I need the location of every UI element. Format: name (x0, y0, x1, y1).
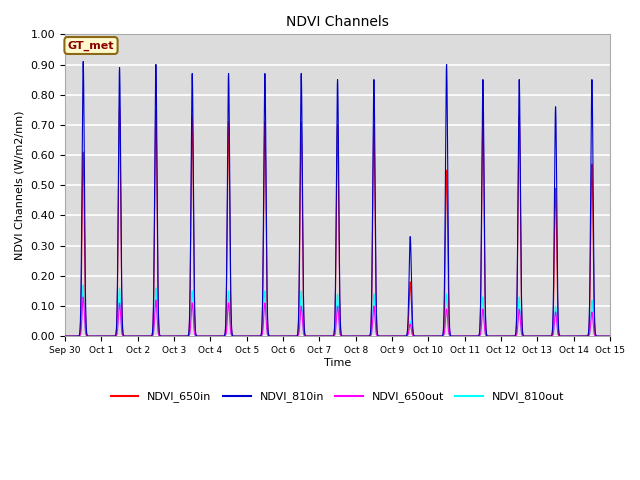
Text: GT_met: GT_met (68, 40, 115, 50)
X-axis label: Time: Time (324, 358, 351, 368)
Legend: NDVI_650in, NDVI_810in, NDVI_650out, NDVI_810out: NDVI_650in, NDVI_810in, NDVI_650out, NDV… (106, 387, 569, 407)
Title: NDVI Channels: NDVI Channels (286, 15, 389, 29)
Y-axis label: NDVI Channels (W/m2/nm): NDVI Channels (W/m2/nm) (15, 110, 25, 260)
